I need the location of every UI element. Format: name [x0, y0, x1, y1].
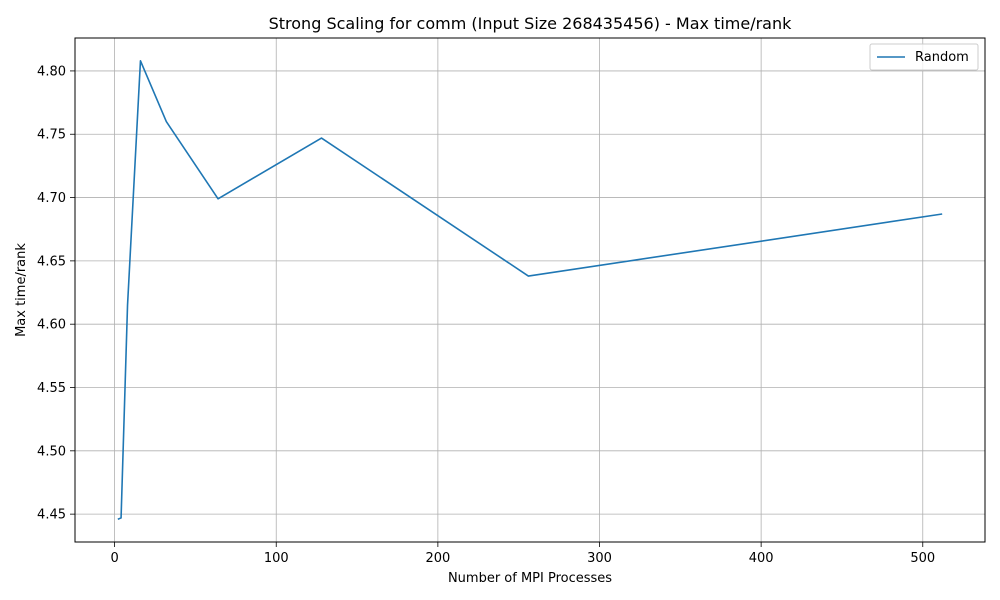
x-axis-label: Number of MPI Processes — [448, 571, 612, 586]
x-tick-label: 300 — [587, 551, 612, 566]
y-tick-label: 4.70 — [37, 191, 66, 206]
y-tick-label: 4.45 — [37, 508, 66, 523]
legend-label-random: Random — [915, 50, 969, 65]
plot-area-frame — [74, 37, 986, 543]
y-axis-label: Max time/rank — [14, 243, 29, 337]
y-tick-label: 4.75 — [37, 128, 66, 143]
y-tick-label: 4.60 — [37, 318, 66, 333]
y-tick-label: 4.50 — [37, 444, 66, 459]
grid-lines — [75, 38, 985, 542]
x-tick-label: 500 — [910, 551, 935, 566]
y-tick-label: 4.80 — [37, 64, 66, 79]
y-tick-label: 4.55 — [37, 381, 66, 396]
y-axis: 4.45 4.50 4.55 4.60 4.65 4.70 4.75 4.80 — [37, 64, 75, 523]
y-tick-label: 4.65 — [37, 254, 66, 269]
x-tick-label: 200 — [425, 551, 450, 566]
x-tick-label: 400 — [749, 551, 774, 566]
legend-box — [869, 43, 979, 71]
x-tick-label: 100 — [264, 551, 289, 566]
chart-title: Strong Scaling for comm (Input Size 2684… — [269, 14, 793, 33]
series-layer — [117, 59, 943, 520]
legend: Random — [869, 43, 979, 71]
x-tick-label: 0 — [110, 551, 118, 566]
x-axis: 0 100 200 300 400 500 — [110, 542, 935, 566]
